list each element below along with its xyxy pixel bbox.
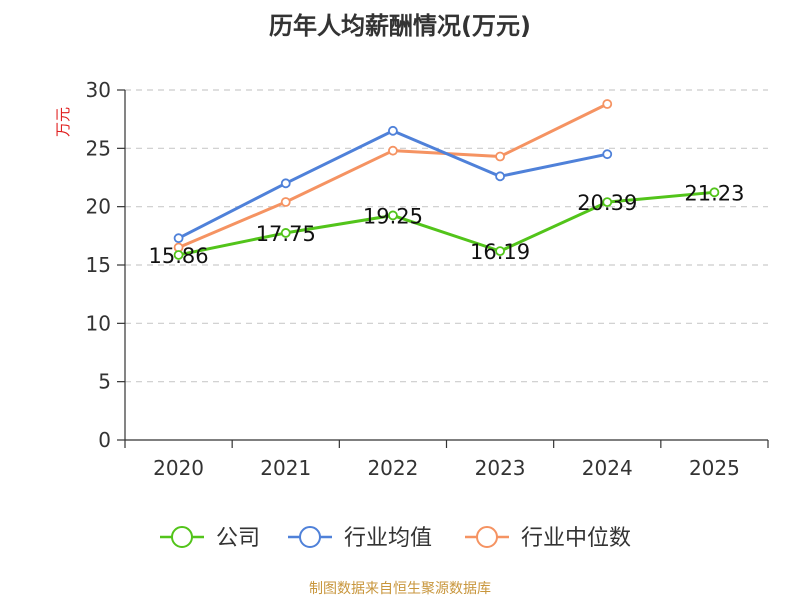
data-point-2-2023 [495,151,505,162]
data-point-2-2021 [280,197,291,207]
data-label-2020: 15.86 [149,244,209,268]
legend-label-0: 公司 [216,526,260,551]
legend-marker-0 [171,526,193,548]
data-label-2023: 16.19 [470,240,530,264]
data-label-2022: 19.25 [363,204,423,228]
legend-marker-1 [299,526,321,548]
series-0 [173,187,720,260]
legend-item-2: 行业中位数 [465,526,631,551]
series-line-0 [178,190,715,257]
source-footer: 制图数据来自恒生聚源数据库 [309,581,491,597]
y-tick-label-15: 15 [86,253,111,277]
y-axis-label: 万元 [54,107,72,137]
x-tick-label-2022: 2022 [367,456,418,480]
data-label-2021: 17.75 [256,222,316,246]
x-tick-label-2023: 2023 [475,456,526,480]
legend: 公司 行业均值 行业中位数 [160,526,631,551]
data-point-1-2023 [495,171,505,182]
x-tick-label-2025: 2025 [689,456,740,480]
data-labels: 15.86 17.75 19.25 16.19 20.39 21.23 [149,181,745,268]
legend-item-0: 公司 [160,526,260,551]
data-point-1-2022 [388,125,398,136]
chart-title: 历年人均薪酬情况(万元) [269,12,531,40]
series-1 [173,125,613,244]
data-point-1-2021 [280,178,291,189]
data-point-0-2020 [173,250,184,260]
y-tick-label-30: 30 [86,78,111,102]
x-tick-label-2020: 2020 [153,456,204,480]
data-label-2025: 21.23 [684,181,744,205]
legend-marker-2 [476,526,498,548]
y-tick-label-20: 20 [86,195,111,219]
legend-item-1: 行业均值 [288,526,432,551]
y-tick-label-5: 5 [98,370,111,394]
y-tick-label-25: 25 [86,136,111,160]
data-point-0-2025 [709,187,720,198]
series-2 [173,99,613,253]
y-tick-label-10: 10 [86,311,111,335]
data-point-0-2024 [602,197,613,208]
legend-label-1: 行业均值 [344,526,432,551]
data-point-1-2020 [173,233,184,244]
data-point-0-2022 [388,210,398,221]
data-point-2-2022 [388,145,398,156]
x-tick-label-2021: 2021 [260,456,311,480]
data-label-2024: 20.39 [577,191,637,215]
series [173,99,720,260]
data-point-2-2024 [602,99,613,109]
grid-lines [125,89,768,383]
data-point-0-2023 [495,246,505,257]
y-tick-label-0: 0 [98,428,111,452]
x-tick-label-2024: 2024 [582,456,633,480]
data-point-1-2024 [602,149,613,160]
legend-label-2: 行业中位数 [521,526,631,551]
data-point-0-2021 [280,228,291,238]
